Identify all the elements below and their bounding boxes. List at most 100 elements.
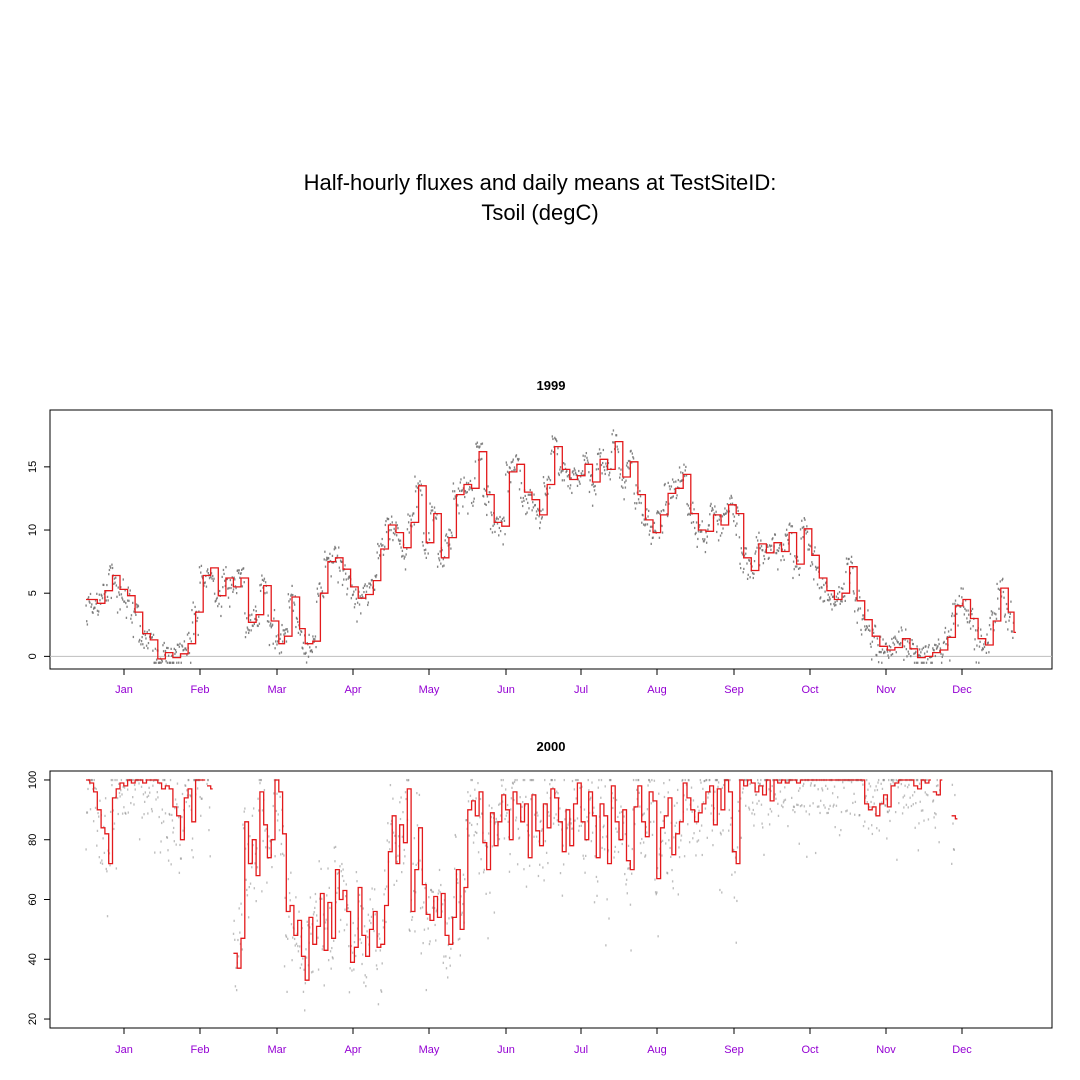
half-hourly-point — [328, 886, 330, 890]
half-hourly-point — [160, 840, 162, 843]
half-hourly-point — [1005, 620, 1007, 624]
half-hourly-point — [419, 859, 421, 862]
half-hourly-point — [914, 826, 916, 829]
half-hourly-point — [446, 922, 448, 925]
half-hourly-point — [351, 584, 353, 587]
half-hourly-point — [867, 827, 870, 830]
half-hourly-point — [624, 833, 627, 836]
half-hourly-point — [463, 476, 465, 479]
half-hourly-point — [327, 557, 330, 560]
half-hourly-point — [818, 805, 820, 808]
half-hourly-point — [350, 944, 353, 948]
half-hourly-point — [246, 894, 249, 897]
half-hourly-point — [108, 573, 110, 576]
half-hourly-point — [733, 896, 736, 899]
half-hourly-point — [475, 797, 477, 800]
month-label-nov: Nov — [876, 684, 896, 696]
half-hourly-point — [334, 860, 336, 863]
half-hourly-point — [365, 590, 368, 593]
half-hourly-point — [738, 536, 741, 539]
half-hourly-point — [382, 544, 384, 547]
half-hourly-point — [369, 898, 371, 901]
half-hourly-point — [432, 890, 434, 894]
half-hourly-point — [549, 486, 551, 489]
half-hourly-point — [527, 501, 529, 504]
half-hourly-point — [586, 459, 589, 462]
half-hourly-point — [215, 598, 218, 601]
half-hourly-point — [147, 794, 150, 797]
half-hourly-point — [566, 827, 568, 830]
half-hourly-point — [646, 523, 649, 526]
half-hourly-point — [241, 568, 243, 571]
half-hourly-point — [693, 832, 695, 835]
half-hourly-point — [874, 625, 877, 628]
half-hourly-point — [259, 589, 262, 593]
half-hourly-point — [276, 792, 278, 795]
half-hourly-point — [132, 796, 134, 799]
half-hourly-point — [510, 808, 512, 811]
half-hourly-point — [335, 901, 337, 904]
half-hourly-point — [448, 917, 450, 920]
half-hourly-point — [502, 778, 504, 782]
half-hourly-point — [689, 513, 691, 516]
half-hourly-point — [94, 806, 97, 809]
half-hourly-point — [247, 916, 250, 919]
half-hourly-point — [622, 821, 625, 824]
half-hourly-point — [101, 597, 104, 600]
half-hourly-point — [604, 472, 606, 476]
half-hourly-point — [287, 630, 289, 633]
half-hourly-point — [125, 601, 127, 605]
half-hourly-point — [539, 863, 541, 866]
half-hourly-point — [624, 481, 626, 484]
half-hourly-point — [274, 855, 276, 858]
half-hourly-point — [361, 962, 363, 966]
half-hourly-point — [663, 782, 665, 785]
half-hourly-point — [401, 835, 404, 838]
half-hourly-point — [330, 967, 332, 970]
half-hourly-point — [654, 891, 657, 894]
half-hourly-point — [778, 547, 780, 550]
half-hourly-point — [617, 450, 620, 454]
half-hourly-point — [346, 903, 349, 907]
half-hourly-point — [888, 778, 890, 782]
half-hourly-point — [392, 531, 395, 535]
half-hourly-point — [295, 625, 297, 629]
half-hourly-point — [577, 478, 579, 481]
half-hourly-point — [780, 804, 783, 807]
half-hourly-point — [602, 836, 604, 839]
half-hourly-point — [533, 813, 536, 816]
half-hourly-point — [876, 654, 878, 657]
half-hourly-point — [540, 829, 543, 832]
half-hourly-point — [85, 848, 87, 851]
half-hourly-point — [841, 600, 843, 603]
half-hourly-point — [862, 617, 865, 620]
half-hourly-point — [881, 801, 883, 804]
half-hourly-point — [101, 862, 104, 865]
half-hourly-point — [275, 640, 277, 643]
half-hourly-point — [890, 653, 892, 657]
half-hourly-point — [835, 603, 837, 607]
half-hourly-point — [373, 888, 376, 891]
half-hourly-point — [954, 602, 956, 605]
half-hourly-point — [805, 532, 807, 535]
half-hourly-point — [271, 865, 273, 869]
half-hourly-point — [414, 930, 416, 933]
half-hourly-point — [737, 800, 739, 804]
half-hourly-point — [885, 798, 887, 801]
half-hourly-point — [596, 463, 598, 466]
half-hourly-point — [935, 644, 937, 647]
half-hourly-point — [188, 631, 190, 634]
half-hourly-point — [339, 865, 341, 868]
half-hourly-point — [489, 891, 491, 894]
half-hourly-point — [523, 778, 526, 782]
half-hourly-point — [880, 782, 882, 785]
half-hourly-point — [869, 785, 872, 788]
half-hourly-point — [680, 839, 682, 842]
half-hourly-point — [454, 833, 456, 837]
half-hourly-point — [548, 477, 550, 480]
half-hourly-point — [91, 778, 94, 782]
half-hourly-point — [647, 509, 650, 513]
half-hourly-point — [197, 633, 199, 637]
half-hourly-point — [600, 452, 602, 455]
half-hourly-point — [748, 808, 751, 811]
